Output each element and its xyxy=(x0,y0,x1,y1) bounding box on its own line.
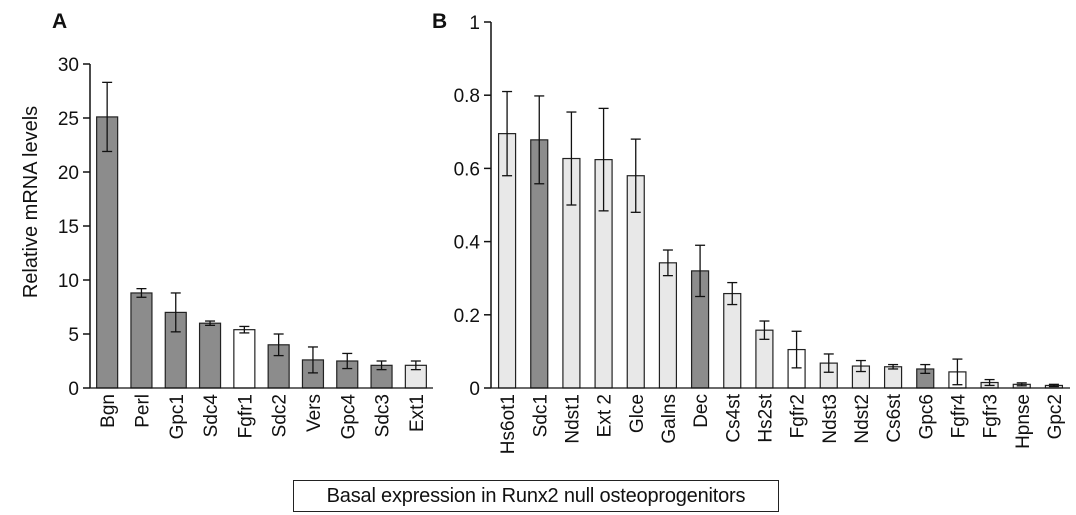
panel-b-error-bar xyxy=(695,244,706,298)
panel-b-category-label: Ndst1 xyxy=(562,394,583,444)
panel-b-error-bar xyxy=(888,363,899,370)
panel-a-bar xyxy=(130,292,153,389)
panel-b-y-tick-label: 0 xyxy=(469,379,480,400)
panel-a-y-tick-label: 15 xyxy=(58,217,79,238)
panel-b-category-label: Cs4st xyxy=(723,393,744,442)
panel-a-category-label: Sdc3 xyxy=(373,394,394,437)
caption-text: Basal expression in Runx2 null osteoprog… xyxy=(326,484,746,507)
panel-b-error-bar xyxy=(823,353,834,373)
panel-b-error-bar xyxy=(952,358,963,386)
panel-b-error-bar xyxy=(1016,382,1027,387)
panel-a-error-bar xyxy=(239,325,250,334)
panel-b-category-label: Gpc6 xyxy=(916,394,937,439)
panel-b-category-label: Glce xyxy=(627,394,648,433)
panel-a-category-label: Sdc2 xyxy=(270,394,291,437)
panel-b-error-bar xyxy=(855,359,866,373)
panel-a-ylabel: Relative mRNA levels xyxy=(20,106,42,298)
panel-a-category-label: Vers xyxy=(304,394,325,432)
panel-b-error-bar xyxy=(630,138,641,213)
panel-a-bar xyxy=(96,116,119,389)
panel-b-error-bar xyxy=(566,111,577,206)
panel-b-category-label: Fgfr2 xyxy=(788,394,809,438)
panel-b-category-label: Sdc1 xyxy=(530,394,551,437)
panel-a-category-label: Fgfr1 xyxy=(235,394,256,438)
panel-b-error-bar xyxy=(598,107,609,212)
panel-a-label: A xyxy=(52,10,67,33)
panel-b-category-label: Ndst2 xyxy=(852,394,873,444)
caption-box: Basal expression in Runx2 null osteoprog… xyxy=(293,480,779,512)
panel-b-y-tick-label: 0.6 xyxy=(454,159,480,180)
panel-a-error-bar xyxy=(205,320,216,327)
panel-b-y-tick-label: 0.8 xyxy=(454,86,480,107)
panel-a-category-label: Perl xyxy=(132,394,153,428)
panel-a-error-bar xyxy=(307,346,318,374)
panel-b-error-bar xyxy=(534,95,545,185)
panel-b-error-bar xyxy=(920,363,931,375)
panel-b-category-label: Galns xyxy=(659,394,680,444)
panel-a-category-label: Ext1 xyxy=(407,394,428,432)
panel-a-category-label: Sdc4 xyxy=(201,394,222,438)
panel-a-chart: A Relative mRNA levels 0 5 10 15 20 25 30 Bgn Pe… xyxy=(20,10,433,439)
panel-a-error-bar xyxy=(410,360,421,371)
panel-a-error-bar xyxy=(376,360,387,371)
panel-a-bar xyxy=(233,329,256,389)
panel-b-label: B xyxy=(432,10,447,33)
panel-b-category-label: Dec xyxy=(691,394,712,428)
panel-b-category-label: Ext 2 xyxy=(595,394,616,437)
panel-b-category-label: Cs6st xyxy=(884,393,905,442)
panel-a-error-bar xyxy=(170,292,181,333)
panel-a-bar xyxy=(198,322,222,389)
panel-a-category-label: Gpc1 xyxy=(167,394,188,439)
panel-a-y-tick-label: 25 xyxy=(58,109,79,130)
panel-b-error-bar xyxy=(984,378,995,387)
panel-a-y-tick-label: 30 xyxy=(58,55,79,76)
panel-a-error-bar xyxy=(102,81,113,153)
panel-b-category-label: Fgfr4 xyxy=(948,394,969,439)
panel-b-y-tick-label: 0.2 xyxy=(454,306,480,327)
panel-a-y-tick-label: 20 xyxy=(58,163,79,184)
panel-a-category-label: Gpc4 xyxy=(338,394,359,440)
panel-a-y-tick-label: 5 xyxy=(68,325,79,346)
panel-b-category-label: Hs6ot1 xyxy=(498,394,519,454)
panel-b-error-bar xyxy=(1048,383,1059,388)
panel-a-error-bar xyxy=(273,333,284,357)
panel-b-bar xyxy=(658,262,678,389)
panel-b-error-bar xyxy=(502,90,513,177)
panel-b-category-label: Hpnse xyxy=(1013,394,1034,449)
panel-a-error-bar xyxy=(136,287,147,298)
panel-b-bar xyxy=(883,366,903,389)
panel-b-y-tick-label: 0.4 xyxy=(454,233,481,254)
panel-a-y-tick-label: 10 xyxy=(58,271,79,292)
panel-a-error-bar xyxy=(342,352,353,370)
panel-b-error-bar xyxy=(662,249,673,277)
panel-b-error-bar xyxy=(791,330,802,369)
panel-b-bar xyxy=(723,292,742,389)
panel-b-category-label: Fgfr3 xyxy=(981,394,1002,438)
panel-a-y-tick-label: 0 xyxy=(68,379,79,400)
panel-b-category-label: Hs2st xyxy=(755,393,776,442)
panel-b-y-tick-label: 1 xyxy=(469,13,480,34)
panel-b-error-bar xyxy=(727,281,738,306)
panel-b-chart: B 0 0.2 0.4 0.6 0.8 1 Hs6ot1 Sdc1 Ndst1 Ext 2 Glce… xyxy=(432,10,1070,454)
panel-b-category-label: Gpc2 xyxy=(1045,394,1066,439)
panel-b-error-bar xyxy=(759,320,770,340)
panel-a-category-label: Bgn xyxy=(98,394,119,428)
panel-b-category-label: Ndst3 xyxy=(820,394,841,444)
